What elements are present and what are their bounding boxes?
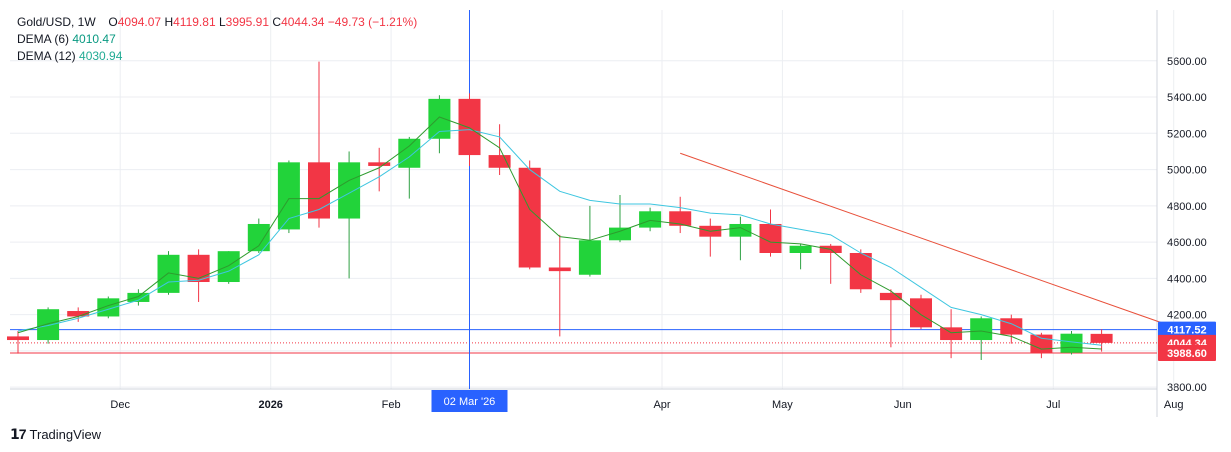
candle-body[interactable] xyxy=(37,309,60,341)
candle-body[interactable] xyxy=(1090,333,1113,343)
x-tick-label: Jun xyxy=(894,399,912,411)
crosshair-date-label: 02 Mar '26 xyxy=(444,396,496,408)
y-tick-label: 4800.00 xyxy=(1167,201,1207,213)
symbol-label: Gold/USD, 1W xyxy=(17,15,96,29)
dema6-value: 4010.47 xyxy=(72,32,116,46)
candle-body[interactable] xyxy=(488,155,511,168)
dema6-row: DEMA (6) 4010.47 xyxy=(17,31,417,48)
candle-body[interactable] xyxy=(578,240,601,275)
close-label: C xyxy=(272,15,282,29)
candle-body[interactable] xyxy=(1000,318,1023,335)
y-tick-label: 4400.00 xyxy=(1167,273,1207,285)
candle-body[interactable] xyxy=(849,252,872,290)
candle-body[interactable] xyxy=(458,98,481,156)
tradingview-brand[interactable]: 𝟭7 TradingView xyxy=(10,426,101,443)
candle-body[interactable] xyxy=(970,318,993,341)
candle-body[interactable] xyxy=(910,298,932,328)
dema6-line xyxy=(17,116,1102,350)
change-value: −49.73 (−1.21%) xyxy=(327,15,418,29)
price-tag xyxy=(1158,344,1216,361)
candle-body[interactable] xyxy=(157,254,180,293)
y-tick-label: 4200.00 xyxy=(1167,310,1207,322)
candle-body[interactable] xyxy=(338,162,361,219)
dema12-value: 4030.94 xyxy=(79,49,123,63)
crosshair-date-tag xyxy=(431,390,508,412)
x-tick-label: May xyxy=(772,399,793,411)
candle-body[interactable] xyxy=(308,162,330,219)
y-tick-label: 3800.00 xyxy=(1167,382,1207,394)
dema6-label: DEMA (6) xyxy=(17,32,70,46)
dema12-row: DEMA (12) 4030.94 xyxy=(17,48,417,65)
candle-body[interactable] xyxy=(879,292,902,301)
candle-body[interactable] xyxy=(67,311,90,317)
trend-line[interactable] xyxy=(680,152,1181,330)
candle-body[interactable] xyxy=(217,251,240,283)
candle-body[interactable] xyxy=(639,211,662,228)
chart-legend: Gold/USD, 1W O4094.07 H4119.81 L3995.91 … xyxy=(17,14,417,65)
candle-body[interactable] xyxy=(548,267,571,272)
candle-body[interactable] xyxy=(609,227,631,241)
y-tick-label: 5600.00 xyxy=(1167,56,1207,68)
candle-body[interactable] xyxy=(729,223,752,237)
candle-body[interactable] xyxy=(368,162,391,166)
open-value: 4094.07 xyxy=(117,15,162,29)
x-tick-label: Aug xyxy=(1164,399,1184,411)
x-tick-label: Apr xyxy=(653,399,670,411)
candle-body[interactable] xyxy=(97,298,120,317)
x-tick-label: Feb xyxy=(382,399,401,411)
x-tick-label: Dec xyxy=(110,399,130,411)
y-tick-label: 5200.00 xyxy=(1167,128,1207,140)
dema12-label: DEMA (12) xyxy=(17,49,76,63)
candle-body[interactable] xyxy=(247,223,270,252)
low-value: 3995.91 xyxy=(225,15,270,29)
candle-body[interactable] xyxy=(7,336,29,341)
candle-body[interactable] xyxy=(940,327,963,341)
x-tick-label: 2026 xyxy=(258,399,282,411)
close-value: 4044.34 xyxy=(281,15,325,29)
price-tag-label: 3988.60 xyxy=(1167,348,1207,360)
candle-body[interactable] xyxy=(789,245,812,253)
candle-body[interactable] xyxy=(277,162,300,230)
candle-body[interactable] xyxy=(187,254,210,283)
ohlc-row: Gold/USD, 1W O4094.07 H4119.81 L3995.91 … xyxy=(17,14,417,31)
candle-body[interactable] xyxy=(669,211,692,226)
y-tick-label: 4600.00 xyxy=(1167,237,1207,249)
dema12-line xyxy=(17,129,1102,346)
high-value: 4119.81 xyxy=(173,15,216,29)
candle-body[interactable] xyxy=(759,223,782,253)
low-label: L xyxy=(218,15,226,29)
brand-name: TradingView xyxy=(29,427,102,442)
candle-body[interactable] xyxy=(1030,334,1053,353)
price-tag-label: 4117.52 xyxy=(1167,325,1206,337)
plot-area[interactable] xyxy=(10,10,1157,389)
candle-body[interactable] xyxy=(398,138,421,168)
y-tick-label: 5400.00 xyxy=(1167,92,1207,104)
tradingview-logo-icon: 𝟭7 xyxy=(10,426,27,442)
y-tick-label: 5000.00 xyxy=(1167,165,1207,177)
candle-body[interactable] xyxy=(127,292,150,302)
x-tick-label: Jul xyxy=(1046,399,1060,411)
candle-body[interactable] xyxy=(518,167,541,268)
candle-body[interactable] xyxy=(428,98,451,139)
price-tag xyxy=(1158,321,1216,338)
high-label: H xyxy=(164,15,174,29)
open-label: O xyxy=(108,15,118,29)
